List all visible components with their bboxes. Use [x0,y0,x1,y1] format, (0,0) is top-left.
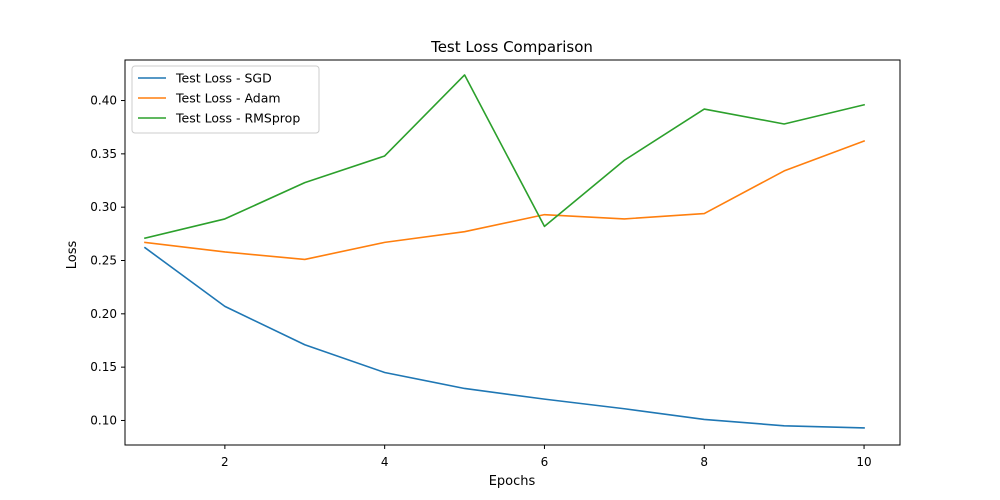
y-tick-label: 0.30 [90,200,117,214]
legend-label-1: Test Loss - Adam [175,91,281,106]
y-axis-label: Loss [65,241,80,270]
y-tick-label: 0.10 [90,413,117,427]
x-tick-label: 2 [221,455,229,469]
y-tick-label: 0.20 [90,307,117,321]
plot-area-frame [124,59,901,446]
x-tick-label: 10 [856,455,871,469]
x-tick-label: 4 [381,455,389,469]
series-line-2 [144,74,866,240]
series-line-0 [143,246,865,429]
chart-title: Test Loss Comparison [430,38,593,56]
series-line-1 [144,140,866,261]
y-tick-label: 0.35 [90,147,117,161]
legend-label-0: Test Loss - SGD [175,71,272,86]
legend-label-2: Test Loss - RMSprop [175,111,300,126]
x-axis-ticks: 2 4 6 8 10 [221,445,872,469]
y-tick-label: 0.15 [90,360,117,374]
series-layer [143,74,866,429]
legend-box [131,65,320,134]
x-tick-label: 8 [700,455,708,469]
y-tick-label: 0.25 [90,253,117,267]
legend: Test Loss - SGD Test Loss - Adam Test Loss… [131,65,320,134]
y-tick-label: 0.40 [90,94,117,108]
x-axis-label: Epochs [489,474,536,489]
y-axis-ticks: 0.10 0.15 0.20 0.25 0.30 0.35 0.40 [90,94,125,427]
x-tick-label: 6 [541,455,549,469]
